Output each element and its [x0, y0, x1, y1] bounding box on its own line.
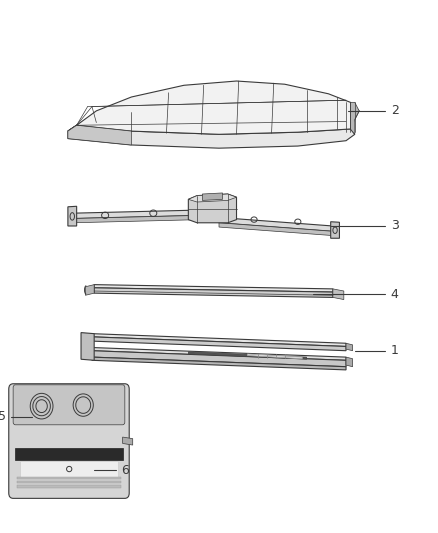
Text: 6: 6 — [121, 464, 129, 477]
Polygon shape — [188, 194, 237, 202]
Polygon shape — [17, 485, 121, 488]
Text: 2: 2 — [391, 104, 399, 117]
Polygon shape — [92, 334, 346, 346]
Polygon shape — [68, 125, 131, 145]
Polygon shape — [15, 448, 123, 460]
Polygon shape — [346, 357, 353, 367]
Polygon shape — [346, 343, 353, 351]
Text: 4: 4 — [391, 288, 399, 301]
Polygon shape — [92, 351, 346, 367]
Polygon shape — [94, 285, 333, 292]
Polygon shape — [202, 193, 223, 200]
Polygon shape — [68, 206, 77, 226]
Polygon shape — [188, 352, 307, 359]
Polygon shape — [219, 223, 333, 236]
Text: 3: 3 — [391, 220, 399, 232]
Polygon shape — [123, 437, 133, 445]
Polygon shape — [333, 289, 344, 300]
Polygon shape — [72, 215, 201, 223]
Polygon shape — [17, 481, 121, 483]
Polygon shape — [92, 357, 346, 370]
Text: 1: 1 — [391, 344, 399, 357]
Polygon shape — [68, 125, 355, 148]
Polygon shape — [350, 102, 359, 134]
FancyBboxPatch shape — [9, 384, 129, 498]
Polygon shape — [188, 194, 237, 223]
Polygon shape — [331, 222, 339, 238]
Polygon shape — [20, 461, 118, 477]
Polygon shape — [17, 477, 121, 479]
Polygon shape — [85, 285, 94, 295]
Polygon shape — [92, 348, 346, 360]
Polygon shape — [72, 210, 201, 219]
FancyBboxPatch shape — [13, 385, 125, 425]
Polygon shape — [81, 333, 94, 360]
Polygon shape — [247, 354, 302, 359]
Polygon shape — [219, 217, 333, 231]
Text: 5: 5 — [0, 410, 6, 423]
Polygon shape — [68, 81, 359, 134]
Polygon shape — [94, 288, 333, 297]
Polygon shape — [92, 337, 346, 351]
